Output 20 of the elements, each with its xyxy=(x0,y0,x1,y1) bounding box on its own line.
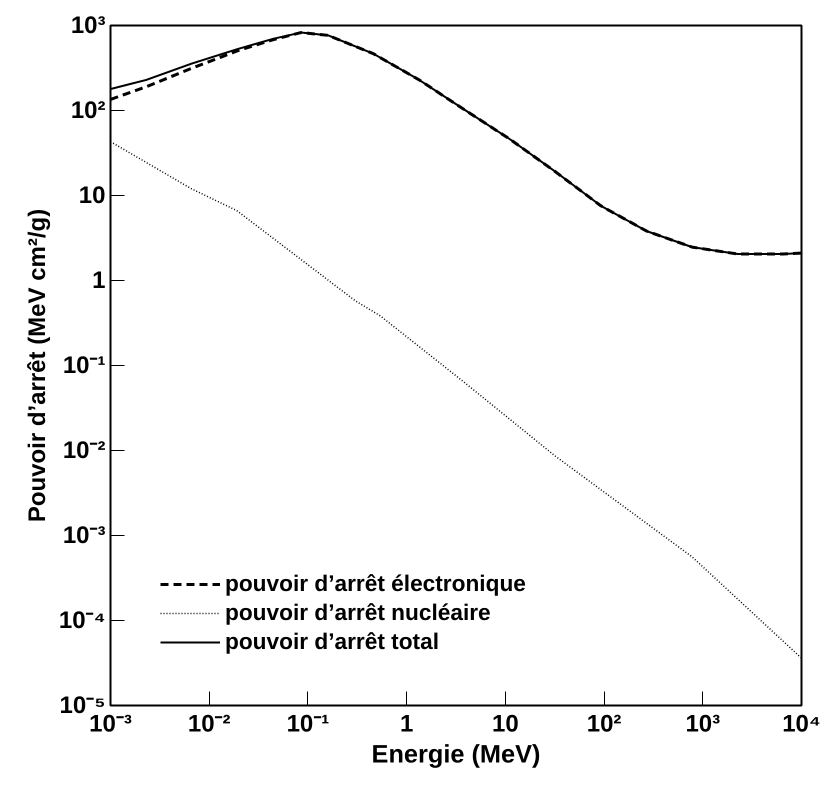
x-tick-label: 10 xyxy=(492,710,519,738)
legend-label: pouvoir d’arrêt électronique xyxy=(225,570,526,597)
y-tick-label: 10⁻² xyxy=(62,437,106,464)
y-tick-label: 10 xyxy=(78,182,106,209)
legend-label: pouvoir d’arrêt total xyxy=(225,628,439,655)
x-tick-label: 10² xyxy=(586,710,622,738)
x-tick-label: 10⁻² xyxy=(188,710,231,738)
x-tick-label: 10³ xyxy=(685,710,720,738)
x-tick-label: 10⁻¹ xyxy=(286,710,330,738)
legend-label: pouvoir d’arrêt nucléaire xyxy=(225,599,491,626)
y-axis-title: Pouvoir d’arrêt (MeV cm²/g) xyxy=(24,208,51,522)
y-tick-label: 10³ xyxy=(70,12,106,39)
x-axis-title: Energie (MeV) xyxy=(372,740,540,768)
y-tick-label: 10⁻⁴ xyxy=(58,607,106,634)
x-tick-label: 1 xyxy=(400,710,414,738)
y-tick-label: 10² xyxy=(70,97,106,124)
x-tick-label: 10⁴ xyxy=(782,710,821,738)
y-tick-label: 1 xyxy=(92,267,106,294)
y-tick-label: 10⁻¹ xyxy=(62,352,106,379)
y-tick-label: 10⁻³ xyxy=(62,522,106,549)
